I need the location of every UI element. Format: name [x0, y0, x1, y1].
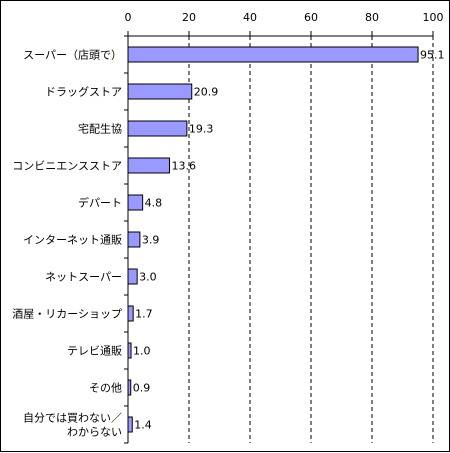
- data-label: 19.3: [189, 123, 214, 136]
- bar: [127, 379, 132, 396]
- category-label: コンビニエンスストア: [12, 160, 122, 173]
- category-label: インターネット通販: [23, 234, 122, 247]
- bar: [127, 268, 138, 285]
- x-tick-label: 0: [125, 11, 132, 24]
- data-label: 3.0: [139, 271, 157, 284]
- data-label: 13.6: [171, 160, 196, 173]
- bar: [127, 194, 144, 211]
- bar: [127, 416, 133, 433]
- x-tick-label: 100: [423, 11, 444, 24]
- category-label: その他: [89, 382, 122, 395]
- data-label: 1.0: [133, 345, 151, 358]
- data-label: 95.1: [420, 49, 445, 62]
- x-tick-label: 80: [365, 11, 379, 24]
- bar: [127, 120, 188, 137]
- bar: [127, 342, 132, 359]
- category-label: スーパー（店頭で）: [23, 48, 122, 62]
- bar: [127, 305, 134, 322]
- data-label: 3.9: [142, 234, 160, 247]
- data-label: 1.7: [135, 308, 153, 321]
- bar: [127, 46, 419, 63]
- category-label: わからない: [67, 426, 122, 439]
- x-tick-label: 60: [304, 11, 318, 24]
- bar: [127, 231, 141, 248]
- category-label: 酒屋・リカーショップ: [12, 308, 122, 321]
- category-label: 宅配生協: [78, 122, 122, 136]
- category-label: ネットスーパー: [45, 271, 122, 284]
- bar: [127, 157, 170, 174]
- data-label: 0.9: [133, 382, 151, 395]
- data-label: 20.9: [194, 86, 219, 99]
- category-label: デパート: [78, 196, 122, 210]
- data-label: 1.4: [134, 419, 152, 432]
- x-tick-label: 20: [182, 11, 196, 24]
- category-label: 自分では買わない／: [23, 412, 122, 425]
- x-tick-label: 40: [243, 11, 257, 24]
- category-label: テレビ通販: [67, 345, 122, 358]
- category-label: ドラッグストア: [45, 85, 122, 99]
- data-label: 4.8: [145, 197, 163, 210]
- bar: [127, 83, 193, 100]
